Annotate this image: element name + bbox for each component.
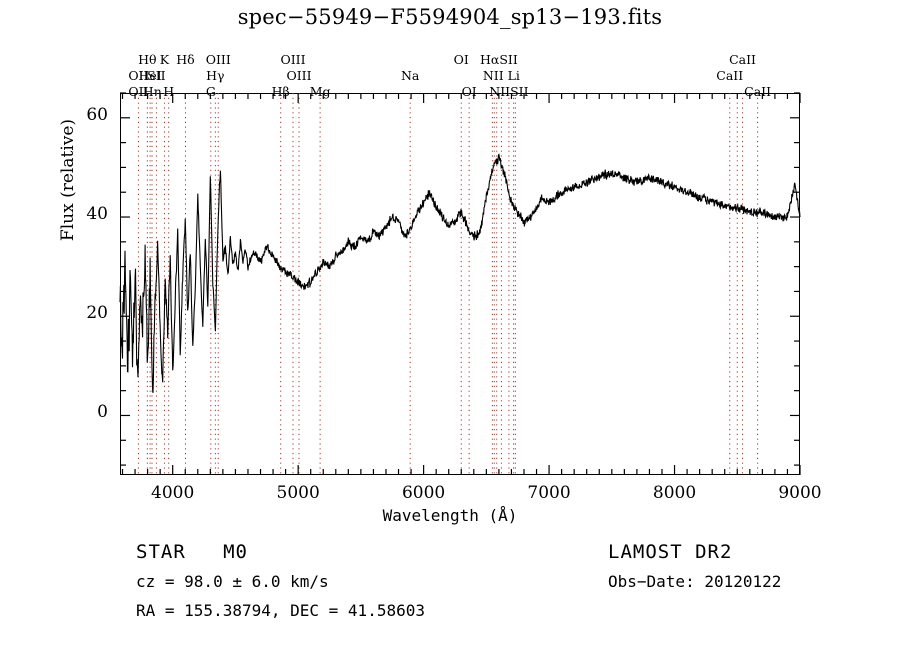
x-tick-label: 9000 [778,483,822,503]
sky-coordinates: RA = 155.38794, DEC = 41.58603 [136,601,425,620]
plot-frame [120,93,800,475]
spectrum-plot: 60 40 20 0 4000 5000 6000 7000 8000 9000 Hθ K Hδ OI… [86,52,821,503]
spectral-line-label: Na [400,68,420,83]
spectral-line-label: Hδ [176,52,195,67]
spectral-line-label: OIII [205,52,231,67]
spectral-line-label: SII [147,68,166,83]
observation-date: Obs−Date: 20120122 [608,572,782,591]
spectral-line-label: CaII [729,52,756,67]
x-axis-label: Wavelength (Å) [382,506,518,525]
spectral-line-label: HeI [138,68,162,83]
spectral-line-label: OI [453,52,469,67]
x-tick-label: 4000 [151,483,195,503]
axis-ticks [120,92,801,475]
spectral-line-label: OIII [280,52,306,67]
spectral-line-label: Mg [309,84,331,99]
spectral-line-label: NII Li [482,68,520,83]
y-tick-label: 60 [86,104,108,125]
survey-name: LAMOST DR2 [608,541,733,563]
spectral-type: M0 [223,541,248,563]
x-tick-label: 8000 [652,483,697,503]
spectral-line-markers [137,93,759,475]
spectrum-trace [119,153,801,393]
y-tick-label: 20 [86,303,108,324]
y-tick-label: 40 [86,204,108,225]
spectral-line-label: Hβ [271,84,290,99]
spectrum-canvas [119,92,801,475]
spectral-line-label: OII [128,84,149,99]
spectral-line-label: K [159,52,170,67]
spectral-line-label: G [205,84,216,99]
y-tick-label: 0 [97,402,108,423]
spectral-line-label: Hθ [138,52,157,67]
spectral-line-label: OII [128,68,149,83]
object-class: STAR [136,541,186,563]
spectral-line-label: OIII [286,68,312,83]
y-axis-label: Flux (relative) [58,118,78,242]
spectral-line-label: Hη [142,84,162,99]
spectral-line-label: CaII [744,84,772,99]
spectral-line-label: HαSII [480,52,518,67]
page-title: spec−55949−F5594904_sp13−193.fits [237,5,663,29]
x-tick-label: 7000 [527,483,571,503]
spectral-line-label: CaII [716,68,744,83]
redshift-velocity: cz = 98.0 ± 6.0 km/s [136,572,329,591]
spectral-line-label: H [163,84,175,99]
x-tick-label: 6000 [401,483,446,503]
object-metadata: STAR M0 cz = 98.0 ± 6.0 km/s RA = 155.38… [136,538,425,625]
spectral-line-label: OI [461,84,477,99]
spectral-line-label: NIISII [489,84,529,99]
survey-metadata: LAMOST DR2 Obs−Date: 20120122 [608,538,781,596]
x-tick-label: 5000 [276,483,320,503]
spectral-line-label: Hγ [206,68,225,83]
